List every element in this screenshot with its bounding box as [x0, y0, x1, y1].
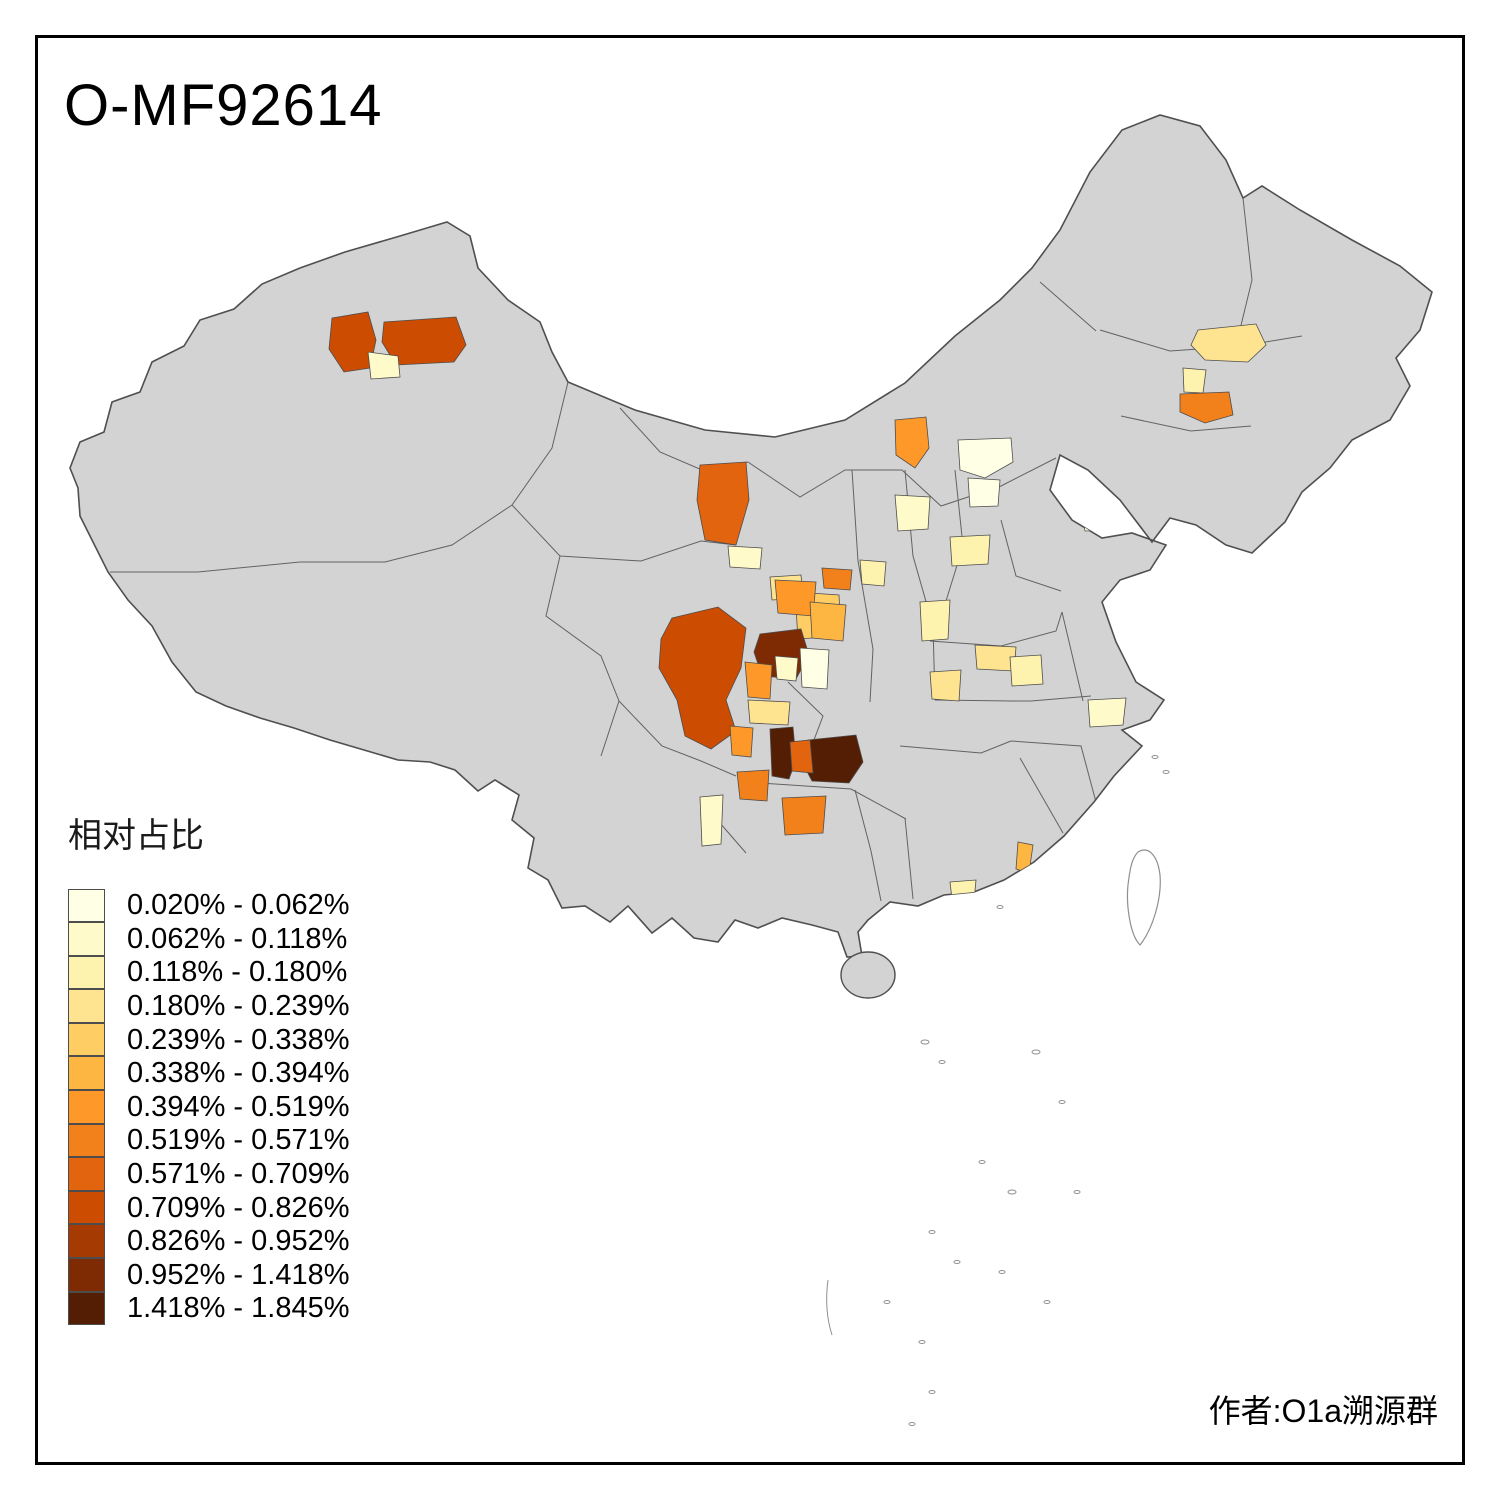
legend-range-label: 0.118% - 0.180%: [127, 956, 348, 989]
map-region: [821, 567, 853, 591]
author-credit: 作者:O1a溯源群: [1208, 1393, 1438, 1429]
legend-color-swatch: [68, 1190, 105, 1225]
legend-range-label: 0.020% - 0.062%: [127, 889, 350, 922]
legend-range-label: 0.394% - 0.519%: [127, 1090, 350, 1123]
map-region: [919, 599, 951, 642]
map-region: [1190, 323, 1267, 363]
legend-range-label: 0.826% - 0.952%: [127, 1225, 350, 1258]
legend-range-label: 1.418% - 1.845%: [127, 1292, 350, 1325]
legend-color-swatch: [68, 1258, 105, 1292]
map-region: [381, 316, 467, 366]
legend-range-label: 0.239% - 0.338%: [127, 1023, 350, 1056]
map-region: [727, 545, 763, 570]
map-region: [744, 661, 773, 700]
legend-range-label: 0.709% - 0.826%: [127, 1191, 350, 1224]
map-region: [781, 795, 827, 836]
map-region: [1009, 654, 1044, 687]
legend-item: 0.519% - 0.571%: [68, 1123, 350, 1158]
legend-item: 0.239% - 0.338%: [68, 1022, 350, 1057]
legend-range-label: 0.062% - 0.118%: [127, 922, 348, 955]
map-region: [699, 794, 724, 847]
map-region: [747, 699, 791, 726]
legend-title: 相对占比: [68, 817, 204, 855]
map-region: [859, 559, 887, 587]
legend-color-swatch: [68, 1090, 105, 1124]
legend-color-swatch: [68, 1224, 105, 1259]
page-title: O-MF92614: [64, 73, 383, 138]
map-region: [957, 437, 1014, 479]
legend-range-label: 0.571% - 0.709%: [127, 1158, 350, 1191]
legend-item: 0.180% - 0.239%: [68, 989, 350, 1024]
map-region: [696, 461, 750, 546]
map-region: [894, 494, 931, 532]
legend: 相对占比 0.020% - 0.062% 0.062% - 0.118% 0.1…: [68, 808, 349, 1326]
legend-range-label: 0.180% - 0.239%: [127, 990, 350, 1023]
legend-item: 0.338% - 0.394%: [68, 1056, 350, 1091]
map-region: [774, 655, 799, 682]
legend-item: 0.062% - 0.118%: [68, 922, 349, 957]
map-region: [799, 647, 830, 690]
legend-color-swatch: [68, 888, 105, 923]
legend-item: 0.826% - 0.952%: [68, 1224, 350, 1259]
hainan-island: [840, 951, 896, 999]
legend-item: 0.709% - 0.826%: [68, 1190, 350, 1225]
legend-color-swatch: [68, 1022, 105, 1057]
legend-item: 0.952% - 1.418%: [68, 1258, 350, 1293]
map-region: [929, 669, 962, 702]
legend-item: 0.571% - 0.709%: [68, 1157, 350, 1192]
map-region: [949, 534, 991, 567]
legend-color-swatch: [68, 1056, 105, 1091]
south-china-sea-islets: [826, 755, 1170, 1426]
legend-item: 0.118% - 0.180%: [68, 955, 349, 990]
legend-range-label: 0.338% - 0.394%: [127, 1057, 350, 1090]
map-region: [1087, 697, 1127, 728]
legend-color-swatch: [68, 989, 105, 1023]
province-borders: [110, 197, 1303, 902]
map-region: [894, 416, 930, 469]
legend-item: 1.418% - 1.845%: [68, 1291, 350, 1326]
legend-color-swatch: [68, 922, 105, 956]
map-region: [1179, 391, 1234, 424]
legend-color-swatch: [68, 1157, 105, 1191]
legend-rows: 0.020% - 0.062% 0.062% - 0.118% 0.118% -…: [68, 888, 350, 1326]
legend-color-swatch: [68, 1291, 105, 1326]
legend-color-swatch: [68, 1123, 105, 1158]
map-region: [658, 606, 747, 750]
colored-regions: [328, 311, 1267, 902]
map-region: [736, 769, 770, 802]
legend-range-label: 0.952% - 1.418%: [127, 1258, 350, 1291]
map-region: [967, 477, 1001, 508]
plot-border-frame: [35, 35, 1465, 1465]
legend-range-label: 0.519% - 0.571%: [127, 1124, 350, 1157]
map-region: [789, 739, 814, 774]
legend-color-swatch: [68, 955, 105, 990]
map-region: [729, 725, 754, 758]
legend-item: 0.394% - 0.519%: [68, 1090, 350, 1125]
map-region: [367, 351, 401, 380]
taiwan-island: [1126, 849, 1161, 946]
legend-item: 0.020% - 0.062%: [68, 888, 350, 923]
map-region: [809, 601, 847, 642]
